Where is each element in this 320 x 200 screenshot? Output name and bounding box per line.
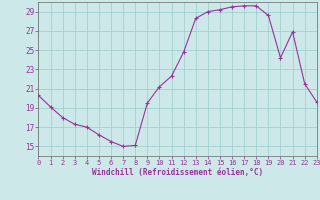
X-axis label: Windchill (Refroidissement éolien,°C): Windchill (Refroidissement éolien,°C) (92, 168, 263, 177)
